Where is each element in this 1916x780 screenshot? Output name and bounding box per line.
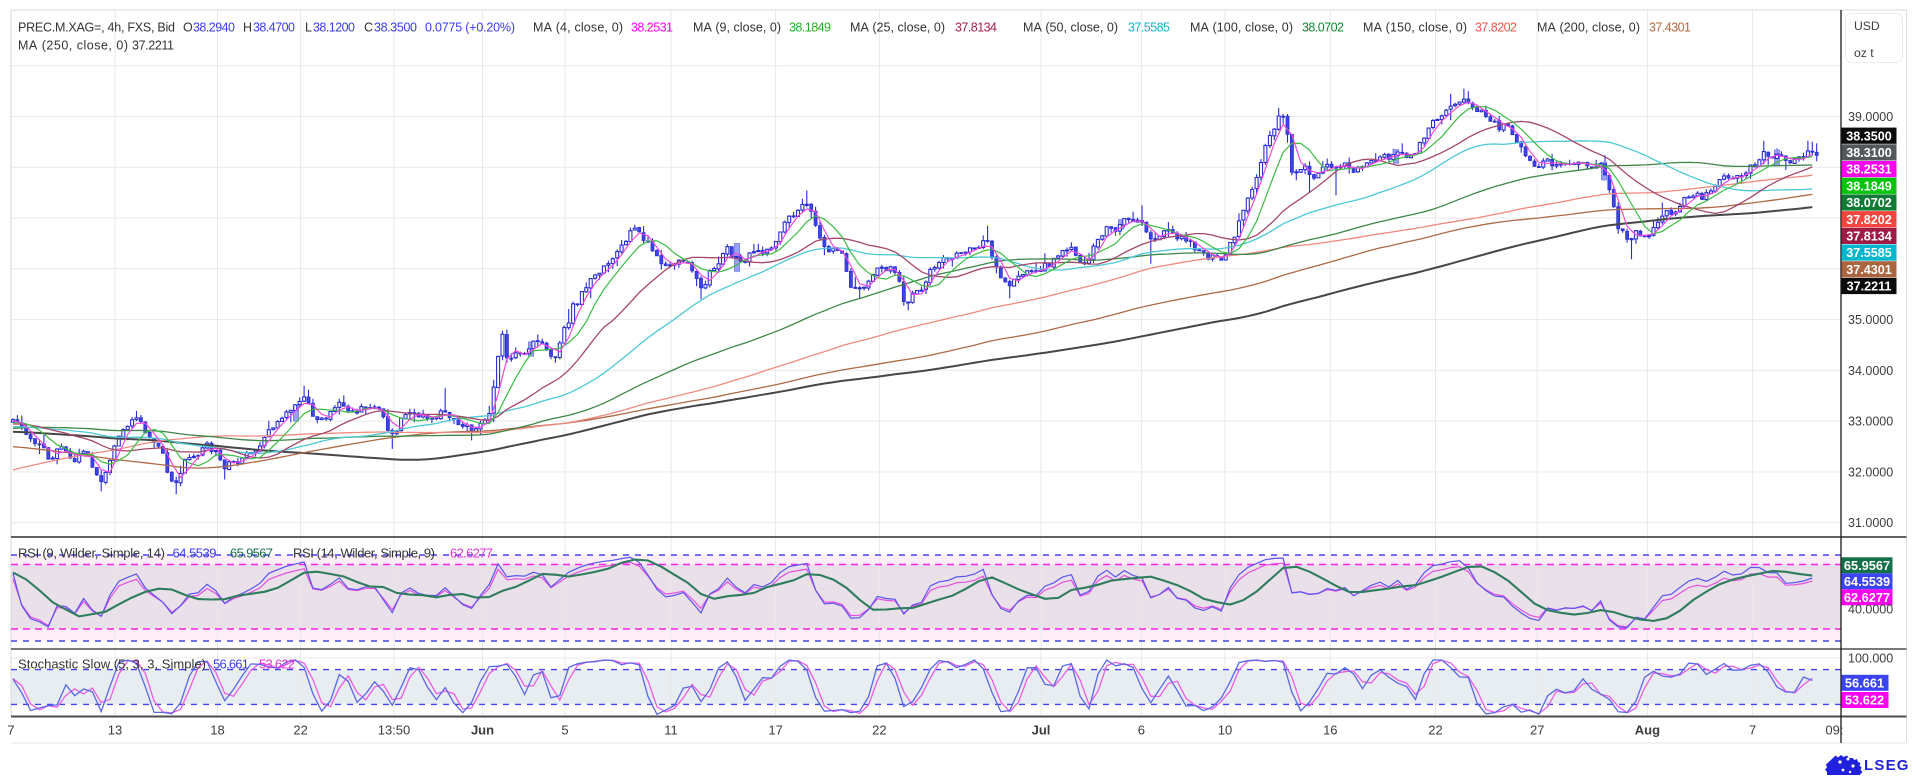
svg-text:6: 6: [1138, 723, 1145, 738]
svg-text:64.5539: 64.5539: [1844, 574, 1890, 589]
svg-text:37.8202: 37.8202: [1475, 21, 1517, 35]
svg-text:Jun: Jun: [471, 723, 494, 738]
svg-text:38.3100: 38.3100: [1846, 146, 1892, 160]
svg-text:37.5585: 37.5585: [1128, 21, 1170, 35]
svg-text:38.1849: 38.1849: [789, 21, 831, 35]
svg-text:MA (200, close, 0): MA (200, close, 0): [1537, 21, 1640, 35]
svg-text:35.0000: 35.0000: [1848, 313, 1893, 327]
svg-text:65.9567: 65.9567: [1844, 558, 1890, 573]
svg-text:31.0000: 31.0000: [1848, 516, 1893, 530]
svg-text:100.000: 100.000: [1848, 652, 1893, 666]
svg-text:38.3500: 38.3500: [1846, 129, 1892, 143]
svg-text:22: 22: [1428, 723, 1442, 738]
svg-text:37.4301: 37.4301: [1649, 21, 1691, 35]
svg-text:62.6277: 62.6277: [450, 546, 493, 561]
svg-text:37.2211: 37.2211: [132, 39, 174, 53]
svg-text:37.4301: 37.4301: [1846, 263, 1892, 277]
svg-text:H: H: [243, 21, 252, 35]
svg-text:38.2940: 38.2940: [193, 21, 235, 35]
svg-text:33.0000: 33.0000: [1848, 415, 1893, 429]
svg-text:L: L: [305, 21, 312, 35]
svg-text:18: 18: [210, 723, 224, 738]
svg-text:40.0000: 40.0000: [1848, 603, 1893, 617]
svg-text:17: 17: [768, 723, 782, 738]
svg-text:22: 22: [293, 723, 307, 738]
svg-text:MA (250, close, 0): MA (250, close, 0): [18, 39, 128, 53]
svg-text:38.1200: 38.1200: [313, 21, 355, 35]
svg-text:MA (4, close, 0): MA (4, close, 0): [533, 21, 623, 35]
svg-text:37.8134: 37.8134: [955, 21, 997, 35]
svg-text:22: 22: [872, 723, 886, 738]
svg-text:27: 27: [1530, 723, 1544, 738]
svg-text:65.9567: 65.9567: [230, 546, 273, 561]
svg-text:11: 11: [664, 723, 678, 738]
svg-text:Stochastic Slow (5, 3, 3, Simp: Stochastic Slow (5, 3, 3, Simple): [18, 657, 206, 672]
svg-text:5: 5: [561, 723, 568, 738]
svg-text:37.5585: 37.5585: [1846, 246, 1892, 260]
svg-text:56.661: 56.661: [213, 657, 249, 672]
svg-text:38.3500: 38.3500: [374, 21, 417, 35]
svg-text:39.0000: 39.0000: [1848, 110, 1893, 124]
svg-text:7: 7: [1749, 723, 1756, 738]
svg-text:oz t: oz t: [1854, 46, 1874, 60]
svg-text:16: 16: [1323, 723, 1337, 738]
svg-text:Jul: Jul: [1032, 723, 1051, 738]
svg-text:53.622: 53.622: [1845, 693, 1884, 708]
svg-text:RSI (14, Wilder, Simple, 9): RSI (14, Wilder, Simple, 9): [293, 546, 435, 561]
svg-text:38.4700: 38.4700: [253, 21, 295, 35]
svg-text:Aug: Aug: [1635, 723, 1660, 738]
svg-text:62.6277: 62.6277: [1844, 590, 1890, 605]
svg-text:37.2211: 37.2211: [1847, 280, 1892, 294]
svg-text:MA (150, close, 0): MA (150, close, 0): [1363, 21, 1467, 35]
svg-text:RSI (9, Wilder, Simple, 14): RSI (9, Wilder, Simple, 14): [18, 546, 165, 561]
svg-text:09:: 09:: [1825, 723, 1843, 738]
svg-text:MA (9, close, 0): MA (9, close, 0): [693, 21, 781, 35]
svg-text:MA (25, close, 0): MA (25, close, 0): [850, 21, 945, 35]
svg-text:38.0702: 38.0702: [1846, 196, 1892, 210]
svg-text:O: O: [183, 21, 193, 35]
svg-text:13:50: 13:50: [378, 723, 411, 738]
svg-text:USD: USD: [1854, 19, 1880, 33]
svg-text:0.0775 (+0.20%): 0.0775 (+0.20%): [425, 21, 515, 35]
svg-text:38.1849: 38.1849: [1846, 179, 1892, 193]
svg-text:10: 10: [1218, 723, 1232, 738]
svg-text:32.0000: 32.0000: [1848, 465, 1893, 479]
svg-text:34.0000: 34.0000: [1848, 364, 1893, 378]
svg-text:7: 7: [7, 723, 14, 738]
svg-text:38.2531: 38.2531: [1846, 163, 1892, 177]
svg-text:LSEG: LSEG: [1864, 757, 1910, 774]
svg-text:MA (100, close, 0): MA (100, close, 0): [1190, 21, 1293, 35]
svg-text:MA (50, close, 0): MA (50, close, 0): [1023, 21, 1118, 35]
svg-text:37.8202: 37.8202: [1846, 213, 1892, 227]
svg-text:13: 13: [108, 723, 122, 738]
svg-text:C: C: [364, 21, 373, 35]
svg-text:53.622: 53.622: [259, 657, 295, 672]
svg-text:38.0702: 38.0702: [1302, 21, 1344, 35]
svg-text:PREC.M.XAG=, 4h, FXS, Bid: PREC.M.XAG=, 4h, FXS, Bid: [18, 21, 175, 35]
svg-text:37.8134: 37.8134: [1846, 230, 1892, 244]
svg-text:64.5539: 64.5539: [173, 546, 217, 561]
svg-text:56.661: 56.661: [1845, 675, 1884, 690]
svg-text:38.2531: 38.2531: [631, 21, 673, 35]
